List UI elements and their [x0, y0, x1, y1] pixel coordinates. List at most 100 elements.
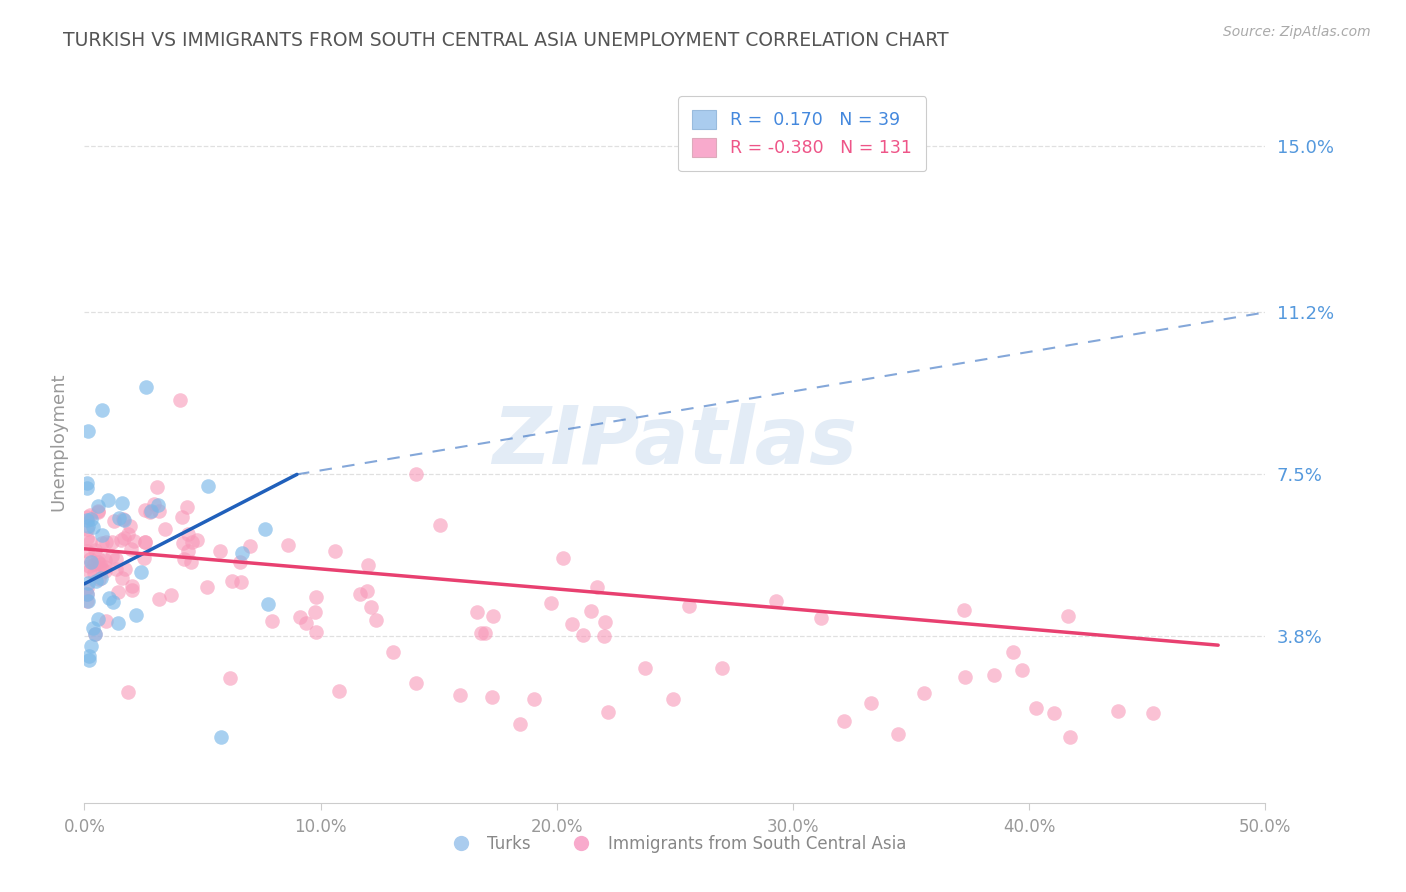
Point	[169, 392, 191, 407]
Point	[111, 512, 134, 526]
Point	[634, 661, 657, 675]
Point	[83, 558, 105, 572]
Point	[294, 616, 316, 631]
Point	[449, 688, 471, 702]
Point	[76, 532, 98, 546]
Point	[305, 625, 328, 640]
Point	[121, 582, 143, 597]
Point	[328, 684, 350, 698]
Point	[1107, 704, 1129, 718]
Point	[239, 539, 262, 553]
Point	[209, 730, 232, 744]
Point	[90, 403, 112, 417]
Point	[79, 535, 101, 549]
Point	[87, 504, 110, 518]
Text: Source: ZipAtlas.com: Source: ZipAtlas.com	[1223, 25, 1371, 39]
Point	[122, 533, 145, 548]
Point	[197, 479, 219, 493]
Point	[277, 538, 299, 552]
Point	[229, 555, 252, 569]
Point	[231, 546, 253, 560]
Point	[1056, 609, 1078, 624]
Point	[219, 672, 242, 686]
Point	[121, 579, 143, 593]
Point	[83, 566, 105, 580]
Text: ZIPatlas: ZIPatlas	[492, 402, 858, 481]
Point	[90, 572, 112, 586]
Point	[80, 512, 103, 526]
Point	[139, 505, 162, 519]
Point	[101, 549, 124, 563]
Point	[135, 380, 157, 394]
Point	[87, 555, 110, 569]
Point	[134, 551, 156, 566]
Point	[172, 536, 194, 550]
Point	[103, 514, 125, 528]
Point	[107, 511, 129, 525]
Point	[76, 594, 98, 608]
Point	[1025, 701, 1047, 715]
Point	[551, 551, 574, 566]
Point	[1042, 706, 1064, 720]
Point	[82, 621, 104, 635]
Point	[76, 513, 98, 527]
Point	[101, 534, 124, 549]
Point	[104, 562, 127, 576]
Point	[76, 576, 98, 591]
Point	[94, 564, 117, 578]
Point	[571, 627, 593, 641]
Point	[180, 555, 202, 569]
Point	[112, 513, 135, 527]
Point	[586, 580, 609, 594]
Point	[139, 504, 162, 518]
Point	[134, 535, 156, 549]
Point	[325, 543, 347, 558]
Point	[155, 522, 177, 536]
Point	[76, 522, 98, 536]
Point	[256, 597, 278, 611]
Point	[129, 565, 152, 579]
Point	[356, 583, 378, 598]
Point	[97, 492, 120, 507]
Point	[678, 599, 700, 613]
Point	[540, 596, 562, 610]
Point	[360, 599, 382, 614]
Point	[176, 500, 198, 515]
Point	[87, 505, 110, 519]
Point	[832, 714, 855, 728]
Point	[89, 557, 111, 571]
Point	[87, 612, 110, 626]
Point	[148, 592, 170, 607]
Point	[107, 584, 129, 599]
Point	[1059, 730, 1081, 744]
Point	[887, 727, 910, 741]
Point	[98, 591, 121, 605]
Point	[77, 564, 100, 578]
Point	[912, 686, 935, 700]
Y-axis label: Unemployment: Unemployment	[49, 372, 67, 511]
Point	[91, 562, 114, 576]
Point	[382, 644, 405, 658]
Point	[481, 690, 503, 705]
Text: TURKISH VS IMMIGRANTS FROM SOUTH CENTRAL ASIA UNEMPLOYMENT CORRELATION CHART: TURKISH VS IMMIGRANTS FROM SOUTH CENTRAL…	[63, 31, 949, 50]
Point	[595, 615, 617, 629]
Point	[96, 614, 118, 628]
Point	[80, 555, 103, 569]
Point	[765, 593, 787, 607]
Legend: Turks, Immigrants from South Central Asia: Turks, Immigrants from South Central Asi…	[437, 828, 912, 860]
Point	[1001, 645, 1024, 659]
Point	[76, 481, 98, 495]
Point	[173, 552, 195, 566]
Point	[76, 544, 98, 558]
Point	[253, 522, 276, 536]
Point	[80, 640, 103, 654]
Point	[509, 717, 531, 731]
Point	[79, 552, 101, 566]
Point	[662, 691, 685, 706]
Point	[143, 497, 166, 511]
Point	[429, 518, 451, 533]
Point	[125, 607, 148, 622]
Point	[561, 617, 583, 632]
Point	[104, 552, 127, 566]
Point	[405, 467, 427, 482]
